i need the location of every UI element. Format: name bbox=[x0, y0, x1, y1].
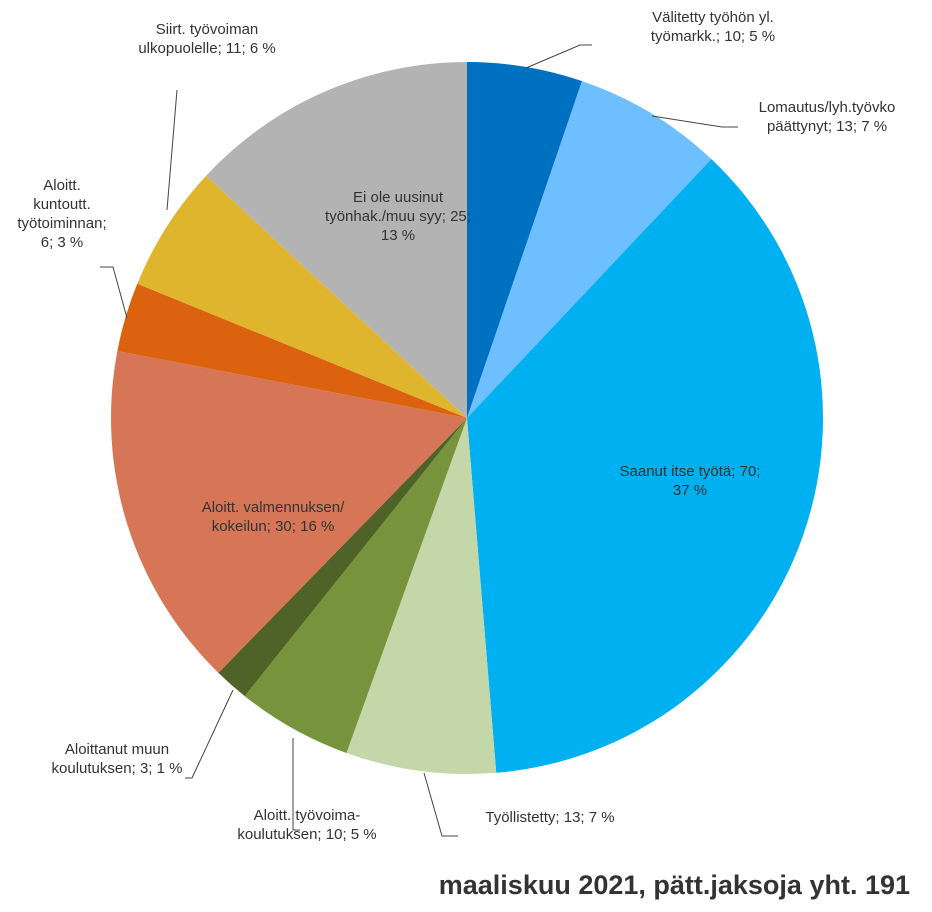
value-label: 25; 13 % bbox=[380, 208, 471, 244]
leader-line bbox=[292, 738, 300, 831]
leader-line bbox=[100, 266, 128, 319]
data-label: Työllistetty; 13; 7 % bbox=[485, 809, 615, 826]
pie-slice bbox=[467, 159, 823, 773]
category-name: Aloitt. kuntoutt. työtoiminnan bbox=[17, 177, 103, 232]
leader-line bbox=[651, 115, 738, 128]
value-label: 30; 16 % bbox=[275, 518, 335, 535]
category-name: Siirt. työvoiman ulkopuolelle bbox=[138, 21, 259, 57]
category-name: Lomautus/lyh.työvko päättynyt bbox=[758, 99, 896, 135]
data-label: Välitetty työhön yl. työmarkk.; 10; 5 % bbox=[650, 9, 776, 45]
category-name: Aloitt. valmennuksen/ kokeilun bbox=[201, 499, 345, 535]
category-name: Työllistetty bbox=[485, 809, 556, 826]
leader-line bbox=[525, 44, 592, 69]
category-name: Aloitt. työvoima-koulutuksen bbox=[237, 807, 361, 843]
data-label: Aloitt. kuntoutt. työtoiminnan; 6; 3 % bbox=[17, 177, 107, 251]
pie-slice bbox=[137, 175, 468, 418]
value-label: 3; 1 % bbox=[139, 760, 183, 777]
value-label: 6; 3 % bbox=[40, 234, 84, 251]
pie-slice bbox=[206, 62, 467, 418]
category-name: Aloittanut muun koulutuksen bbox=[51, 741, 170, 777]
value-label: 13; 7 % bbox=[836, 118, 888, 135]
value-label: 70; 37 % bbox=[672, 463, 761, 499]
category-name: Välitetty työhön yl. työmarkk. bbox=[650, 9, 774, 45]
pie-slice bbox=[467, 81, 712, 419]
data-label: Saanut itse työtä; 70; 37 % bbox=[619, 463, 761, 499]
pie-slice bbox=[346, 418, 497, 774]
category-name: Saanut itse työtä bbox=[619, 463, 732, 480]
leader-line bbox=[423, 772, 458, 837]
pie-slice bbox=[110, 351, 467, 673]
data-label: Lomautus/lyh.työvko päättynyt; 13; 7 % bbox=[758, 99, 896, 135]
pie-slice bbox=[244, 418, 467, 753]
pie-slice bbox=[467, 62, 583, 418]
value-label: 11; 6 % bbox=[225, 40, 276, 57]
chart-title: maaliskuu 2021, pätt.jaksoja yht. 191 bbox=[438, 870, 910, 900]
data-label: Aloittanut muun koulutuksen; 3; 1 % bbox=[51, 741, 183, 777]
pie-slice bbox=[218, 418, 467, 697]
data-label: Ei ole uusinut työnhak./muu syy; 25; 13 … bbox=[325, 189, 471, 244]
data-label: Aloitt. työvoima-koulutuksen; 10; 5 % bbox=[237, 807, 377, 843]
leader-line bbox=[166, 89, 178, 211]
pie-slice bbox=[117, 283, 467, 418]
data-label: Aloitt. valmennuksen/ kokeilun; 30; 16 % bbox=[201, 499, 345, 535]
value-label: 10; 5 % bbox=[724, 28, 776, 45]
category-name: Ei ole uusinut työnhak./muu syy bbox=[325, 189, 444, 225]
value-label: 13; 7 % bbox=[563, 809, 615, 826]
leader-line bbox=[185, 689, 234, 779]
data-label: Siirt. työvoiman ulkopuolelle; 11; 6 % bbox=[138, 21, 276, 57]
value-label: 10; 5 % bbox=[325, 826, 377, 843]
